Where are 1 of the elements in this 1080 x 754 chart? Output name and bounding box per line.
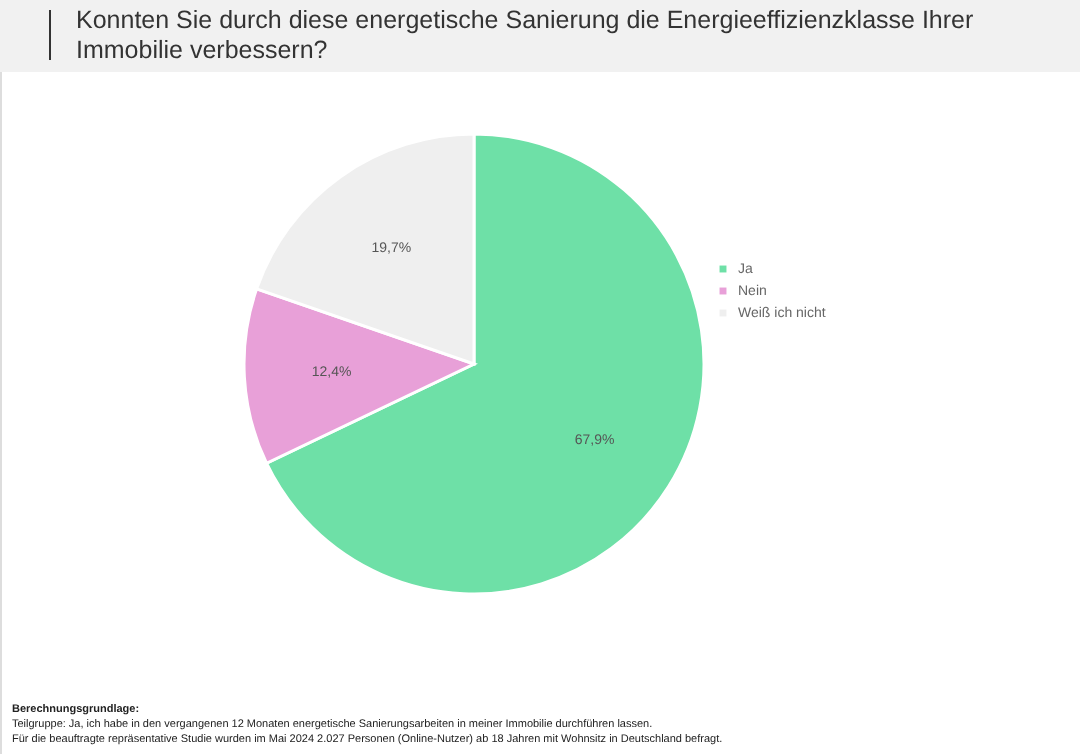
chart-title: Konnten Sie durch diese energetische Sanierung die Energieeffizienzklasse Ihrer Immobilie verbessern? [76, 6, 974, 64]
